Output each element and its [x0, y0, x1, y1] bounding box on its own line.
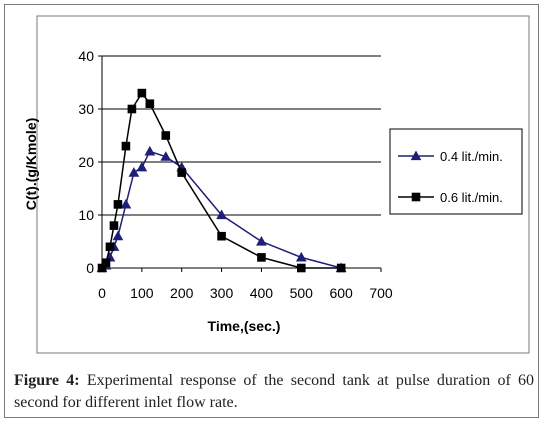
data-point-square: [336, 263, 346, 273]
data-point-square: [113, 200, 123, 209]
y-tick-labels: 0 10 20 30 40: [78, 48, 94, 276]
data-point-square: [217, 231, 226, 241]
data-point-triangle: [410, 150, 422, 161]
data-point-square: [257, 253, 266, 262]
x-tick-label: 400: [250, 285, 274, 301]
data-point-square: [137, 88, 147, 98]
x-tick-label: 500: [290, 285, 314, 301]
y-tick-label: 10: [78, 207, 94, 223]
data-point-triangle: [112, 230, 124, 241]
data-point-triangle: [160, 151, 172, 161]
data-point-triangle: [216, 209, 227, 220]
data-point-square: [296, 263, 306, 273]
x-tick-label: 600: [329, 285, 353, 301]
grid: [102, 55, 381, 216]
y-tick-label: 0: [86, 260, 94, 276]
data-point-square: [109, 221, 119, 230]
x-axis-title: Time,(sec.): [208, 318, 281, 334]
x-tick-label: 700: [369, 285, 393, 301]
x-tick-labels: 0 100 200 300 400 500 600 700: [98, 285, 393, 301]
data-point-square: [101, 258, 111, 267]
data-point-square: [145, 99, 155, 109]
series-group: [96, 88, 347, 273]
figure-caption: Figure 4: Experimental response of the s…: [14, 370, 534, 414]
data-point-triangle: [144, 145, 156, 156]
x-tick-label: 300: [210, 285, 234, 301]
x-tick-label: 200: [170, 285, 194, 301]
data-point-triangle: [128, 167, 140, 177]
x-tick-label: 100: [130, 285, 154, 301]
y-tick-label: 40: [78, 48, 94, 64]
data-point-square: [177, 168, 187, 177]
data-point-triangle: [295, 251, 307, 262]
legend-label: 0.6 lit./min.: [440, 190, 503, 205]
axes: [98, 55, 382, 272]
data-point-triangle: [120, 198, 132, 209]
data-point-square: [121, 141, 131, 151]
legend-label: 0.4 lit./min.: [440, 149, 503, 164]
data-point-triangle: [256, 235, 267, 246]
y-axis-title: C(t).(g/Kmole): [23, 118, 39, 211]
caption-label: Figure 4:: [14, 372, 80, 389]
line-chart: 0 100 200 300 400 500 600 700 0 10 20 30 40 Time,(s…: [23, 15, 530, 354]
x-tick-label: 0: [98, 285, 106, 301]
data-point-square: [411, 192, 421, 202]
data-point-triangle: [136, 161, 148, 172]
chart-area-border: [36, 15, 530, 354]
series-line: [101, 91, 342, 269]
y-tick-label: 30: [78, 101, 94, 117]
caption-text: Experimental response of the second tank…: [14, 372, 535, 411]
series-2: [97, 88, 346, 273]
data-point-square: [105, 242, 115, 252]
data-point-square: [161, 131, 171, 140]
y-tick-label: 20: [78, 154, 94, 170]
data-point-square: [127, 104, 137, 114]
legend: 0.4 lit./min. 0.6 lit./min.: [389, 128, 523, 215]
series-1: [96, 145, 347, 273]
